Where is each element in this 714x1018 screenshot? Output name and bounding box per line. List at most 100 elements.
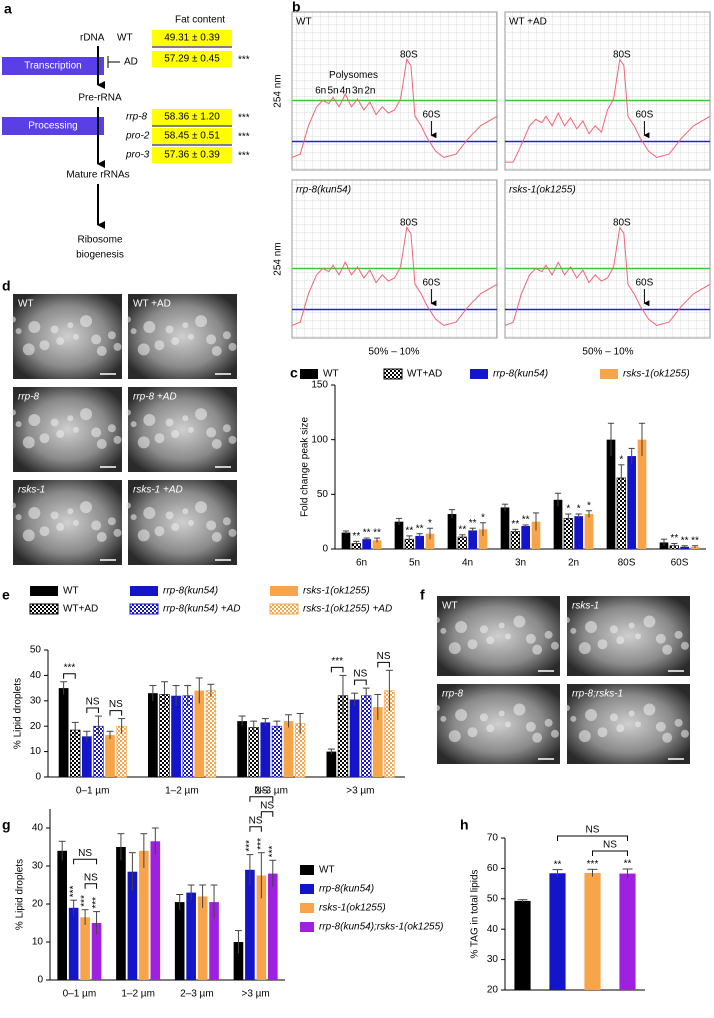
droplet — [544, 630, 553, 639]
absorbance-trace — [291, 58, 498, 158]
droplet — [195, 501, 208, 514]
label: rrp-8 — [126, 112, 148, 123]
y-tick-label: 30 — [30, 695, 42, 706]
bar — [468, 530, 478, 549]
label: Polysomes — [329, 70, 378, 81]
droplet — [107, 517, 116, 526]
significance: *** — [80, 895, 91, 907]
label: *** — [238, 151, 250, 162]
y-tick-label: 100 — [311, 434, 328, 445]
legend-swatch — [269, 603, 299, 615]
bar — [127, 871, 138, 980]
label: 57.29 ± 0.45 — [164, 54, 220, 65]
legend-label: rrp-8(kun54) — [163, 586, 218, 597]
droplet — [96, 346, 107, 357]
droplet — [532, 732, 543, 743]
droplet — [130, 421, 137, 428]
value-box — [152, 147, 232, 163]
droplet — [28, 506, 41, 519]
comparison-label: NS — [84, 872, 98, 883]
legend-swatch — [300, 369, 318, 379]
bar — [372, 707, 383, 777]
trace-background — [504, 179, 711, 339]
value-box — [152, 51, 232, 67]
label: 80S — [613, 49, 631, 60]
legend-label: WT+AD — [407, 369, 442, 380]
droplet — [505, 633, 512, 640]
droplet — [662, 644, 673, 655]
bar — [627, 456, 637, 549]
trace-title: WT +AD — [509, 17, 547, 28]
axis-title: % TAG in total lipids — [470, 869, 481, 958]
label: 2n — [364, 86, 375, 97]
axis-title: 50% – 10% — [582, 347, 633, 358]
droplet — [498, 710, 505, 717]
droplet — [550, 729, 559, 738]
bar — [57, 850, 68, 980]
y-tick-label: 30 — [32, 861, 44, 872]
bar — [237, 721, 247, 777]
label: *** — [238, 132, 250, 143]
micrograph — [567, 596, 690, 676]
absorbance-trace — [504, 226, 711, 326]
bar — [260, 722, 271, 777]
legend-label: rsks-1(ok1255) — [623, 369, 690, 380]
y-tick-label: 20 — [487, 985, 499, 996]
axis-title: % Lipid droplets — [13, 678, 24, 749]
droplet — [448, 642, 461, 655]
axis-title: Fold change peak size — [300, 417, 311, 518]
bar — [372, 540, 382, 549]
comparison-label: NS — [86, 697, 100, 708]
droplet — [107, 424, 116, 433]
bar — [619, 873, 636, 990]
droplet — [211, 532, 222, 543]
legend-swatch — [600, 369, 618, 379]
droplet — [171, 337, 180, 346]
bar — [349, 699, 360, 777]
bar — [606, 439, 616, 549]
legend-label: rsks-1(ok1255) — [303, 586, 370, 597]
axis-title: % Lipid droplets — [15, 859, 26, 930]
droplet — [28, 413, 41, 426]
trace-background — [504, 11, 711, 171]
droplet — [525, 721, 536, 732]
droplet — [486, 636, 495, 645]
trace-title: rrp-8(kun54) — [296, 185, 351, 196]
legend-swatch — [270, 586, 298, 596]
y-tick-label: 20 — [30, 721, 42, 732]
droplet — [113, 528, 122, 537]
droplet — [680, 641, 689, 650]
droplet — [662, 732, 673, 743]
y-tick-label: 10 — [32, 937, 44, 948]
x-tick-label: 2–3 µm — [254, 786, 288, 797]
label: 60S — [636, 277, 654, 288]
micrograph — [567, 684, 690, 764]
comparison-bracket — [86, 707, 99, 714]
droplet — [597, 727, 608, 738]
droplet — [67, 322, 74, 329]
image-label: WT +AD — [133, 299, 171, 310]
y-tick-label: 40 — [32, 823, 44, 834]
significance: *** — [256, 838, 267, 850]
droplet — [56, 430, 65, 439]
bar — [68, 907, 79, 980]
y-tick-label: 0 — [322, 544, 328, 555]
comparison-label: NS — [254, 785, 268, 796]
micrograph — [437, 596, 560, 676]
droplet — [125, 409, 131, 416]
droplet — [165, 418, 174, 427]
droplet — [674, 718, 683, 727]
droplet — [564, 617, 570, 623]
legend-label: rsks-1(ok1255) — [319, 903, 386, 914]
droplet — [130, 328, 137, 335]
droplet — [187, 333, 194, 340]
micrograph — [128, 387, 237, 472]
bar — [58, 688, 69, 777]
droplet — [635, 721, 642, 728]
label: 6n — [315, 86, 326, 97]
label: 57.36 ± 0.39 — [164, 150, 220, 161]
droplet — [91, 427, 102, 438]
comparison-label: NS — [586, 825, 600, 836]
legend-label: WT — [323, 369, 339, 380]
label: 58.45 ± 0.51 — [164, 131, 220, 142]
